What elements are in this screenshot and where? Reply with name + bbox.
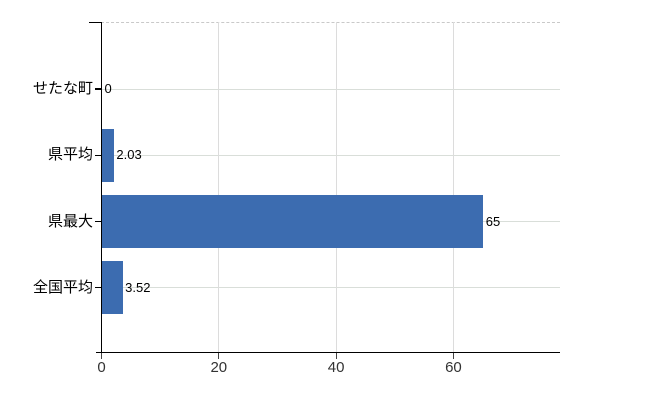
x-axis-tick [452,353,454,359]
bar [102,128,114,182]
y-axis-category-tick [94,221,102,223]
x-gridline [335,22,337,352]
bar-value-label: 0 [104,81,112,96]
category-label: 全国平均 [32,278,93,296]
y-axis-category-tick [94,154,102,156]
x-tick-label: 60 [445,359,462,376]
x-tick-label: 0 [97,359,106,376]
x-tick-label: 20 [210,359,228,376]
bar-value-label: 65 [485,213,501,229]
category-gridline [102,88,560,90]
category-gridline [102,154,560,156]
x-gridline [452,22,454,352]
x-axis-tick [335,353,337,359]
y-axis-line [101,22,103,353]
category-gridline [102,287,560,289]
y-axis-category-tick [94,287,102,289]
bar [102,261,123,315]
x-axis-tick [101,353,102,359]
plot-top-border [101,22,560,23]
bar-value-label: 2.03 [116,147,142,163]
y-axis-category-tick [94,88,102,90]
x-tick-label: 40 [327,359,345,376]
y-axis-top-tick [88,22,102,24]
category-label: せたな町 [32,80,93,97]
category-label: 県平均 [47,146,93,164]
x-gridline [218,22,220,352]
x-axis-line [96,352,560,354]
category-label: 県最大 [47,212,93,230]
x-axis-tick [218,353,220,359]
bar-value-label: 3.52 [125,279,151,295]
bar [102,195,484,249]
